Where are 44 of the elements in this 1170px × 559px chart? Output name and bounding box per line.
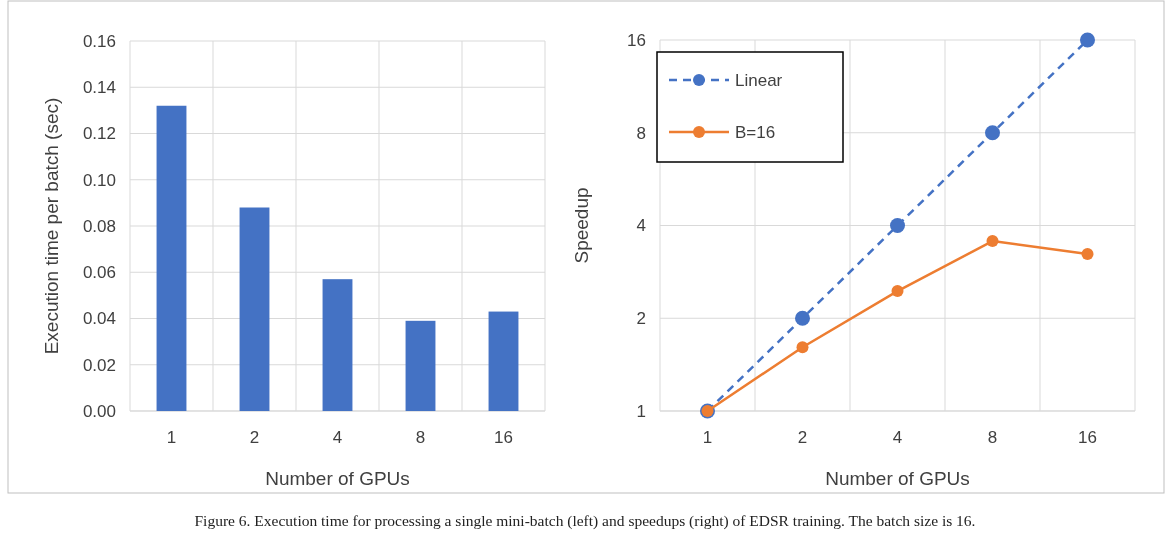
x-tick-label: 16 [494, 428, 513, 447]
y-tick-label: 8 [636, 123, 646, 143]
y-tick-label: 0.04 [82, 309, 116, 329]
x-tick-label: 16 [1078, 428, 1097, 447]
x-tick-label: 4 [892, 428, 903, 447]
y-tick-label: 0.06 [82, 263, 116, 283]
x-tick-label: 1 [702, 428, 713, 447]
x-tick-label: 2 [249, 428, 260, 447]
y-axis-title: Execution time per batch (sec) [41, 97, 62, 355]
x-tick-label: 8 [987, 428, 998, 447]
point [795, 310, 810, 326]
x-axis-title: Number of GPUs [265, 468, 410, 489]
x-tick-label: 1 [166, 428, 177, 447]
bar [239, 207, 270, 411]
y-tick-label: 0.12 [82, 124, 116, 144]
point [1080, 32, 1095, 48]
y-tick-label: 0.08 [82, 216, 116, 236]
x-axis-title: Number of GPUs [825, 468, 970, 489]
y-tick-label: 4 [636, 216, 646, 236]
legend-label: Linear [735, 70, 783, 90]
legend-label: B=16 [735, 122, 776, 142]
x-tick-label: 4 [332, 428, 343, 447]
caption: Figure 6. Execution time for processing a single mini-batch (left) and speedups (right) of EDSR training. The batch size is 16. [194, 512, 976, 530]
bar [156, 105, 187, 411]
bar [405, 320, 436, 411]
y-tick-label: 2 [636, 309, 646, 329]
y-tick-label: 0.16 [82, 31, 116, 51]
point [986, 235, 999, 248]
y-tick-label: 0.14 [82, 78, 116, 98]
y-axis-title: Speedup [571, 187, 592, 264]
bar [322, 279, 353, 411]
y-tick-label: 1 [636, 401, 646, 421]
point [985, 125, 1000, 141]
point [1081, 248, 1094, 261]
y-tick-label: 0.10 [82, 170, 116, 190]
x-tick-label: 2 [797, 428, 808, 447]
y-tick-label: 0.00 [82, 401, 116, 421]
y-tick-label: 16 [627, 30, 646, 50]
point [796, 341, 809, 354]
point [891, 285, 904, 298]
x-tick-label: 8 [415, 428, 426, 447]
y-tick-label: 0.02 [82, 355, 116, 375]
bar [488, 311, 519, 411]
point [890, 218, 905, 233]
